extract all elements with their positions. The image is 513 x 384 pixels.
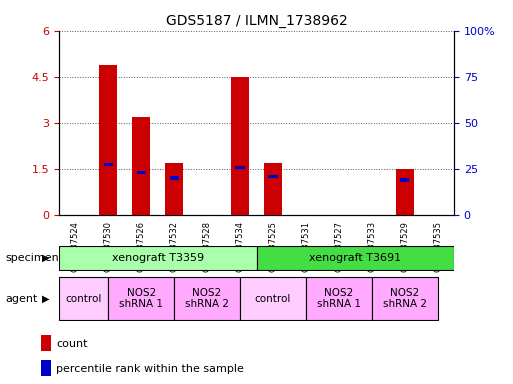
Bar	[59, 246, 256, 270]
Bar	[306, 277, 372, 320]
Text: NOS2
shRNA 1: NOS2 shRNA 1	[120, 288, 163, 310]
Bar	[396, 169, 413, 215]
Text: control: control	[255, 293, 291, 304]
Text: NOS2
shRNA 2: NOS2 shRNA 2	[383, 288, 427, 310]
Text: percentile rank within the sample: percentile rank within the sample	[56, 364, 244, 374]
Bar	[100, 65, 117, 215]
Text: NOS2
shRNA 2: NOS2 shRNA 2	[185, 288, 229, 310]
Bar	[400, 178, 409, 182]
Bar	[108, 277, 174, 320]
Bar	[170, 176, 179, 180]
Text: ▶: ▶	[43, 253, 50, 263]
Bar	[59, 277, 108, 320]
Bar	[165, 163, 183, 215]
Bar	[372, 277, 438, 320]
Bar	[174, 277, 240, 320]
Bar	[104, 162, 113, 166]
Text: control: control	[66, 293, 102, 304]
Text: NOS2
shRNA 1: NOS2 shRNA 1	[317, 288, 361, 310]
Bar	[136, 171, 146, 174]
Bar	[41, 360, 51, 376]
Bar	[132, 117, 150, 215]
Text: xenograft T3359: xenograft T3359	[112, 253, 204, 263]
Bar	[268, 175, 278, 179]
Bar	[240, 277, 306, 320]
Bar	[41, 335, 51, 351]
Text: specimen: specimen	[5, 253, 59, 263]
Bar	[256, 246, 454, 270]
Title: GDS5187 / ILMN_1738962: GDS5187 / ILMN_1738962	[166, 14, 347, 28]
Bar	[264, 163, 282, 215]
Text: count: count	[56, 339, 88, 349]
Text: xenograft T3691: xenograft T3691	[309, 253, 401, 263]
Bar	[235, 166, 245, 169]
Bar	[231, 77, 249, 215]
Text: agent: agent	[5, 293, 37, 304]
Text: ▶: ▶	[43, 293, 50, 304]
